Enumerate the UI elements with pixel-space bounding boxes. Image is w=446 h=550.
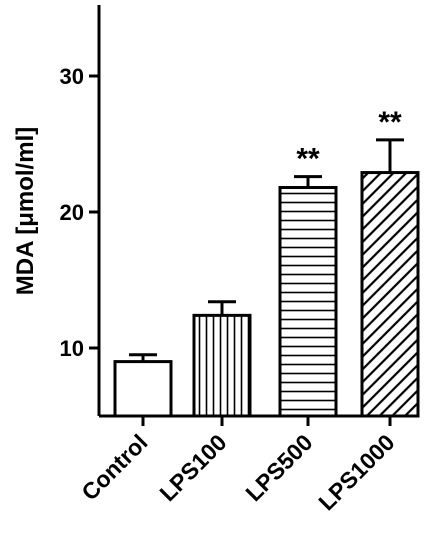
y-axis: 10 20 30 bbox=[60, 5, 101, 416]
bar-group: ** bbox=[360, 106, 420, 418]
bar-group: ** bbox=[278, 143, 338, 418]
bars: ** ** bbox=[113, 106, 420, 418]
y-tick-label: 30 bbox=[60, 64, 84, 89]
x-category-label: Control bbox=[76, 429, 152, 505]
bar bbox=[113, 360, 173, 418]
x-category-label: LPS500 bbox=[240, 429, 317, 506]
bar-group bbox=[113, 353, 173, 418]
bar bbox=[360, 171, 420, 418]
significance-mark: ** bbox=[296, 143, 320, 176]
bar bbox=[192, 313, 252, 418]
y-tick-label: 20 bbox=[60, 200, 84, 225]
x-category-label: LPS100 bbox=[154, 429, 231, 506]
bar-group bbox=[192, 300, 252, 418]
x-category-label: LPS1000 bbox=[313, 429, 399, 515]
bar bbox=[278, 186, 338, 418]
y-tick-label: 10 bbox=[60, 336, 84, 361]
y-axis-title: MDA [μmol/ml] bbox=[12, 127, 39, 295]
significance-mark: ** bbox=[378, 106, 402, 139]
